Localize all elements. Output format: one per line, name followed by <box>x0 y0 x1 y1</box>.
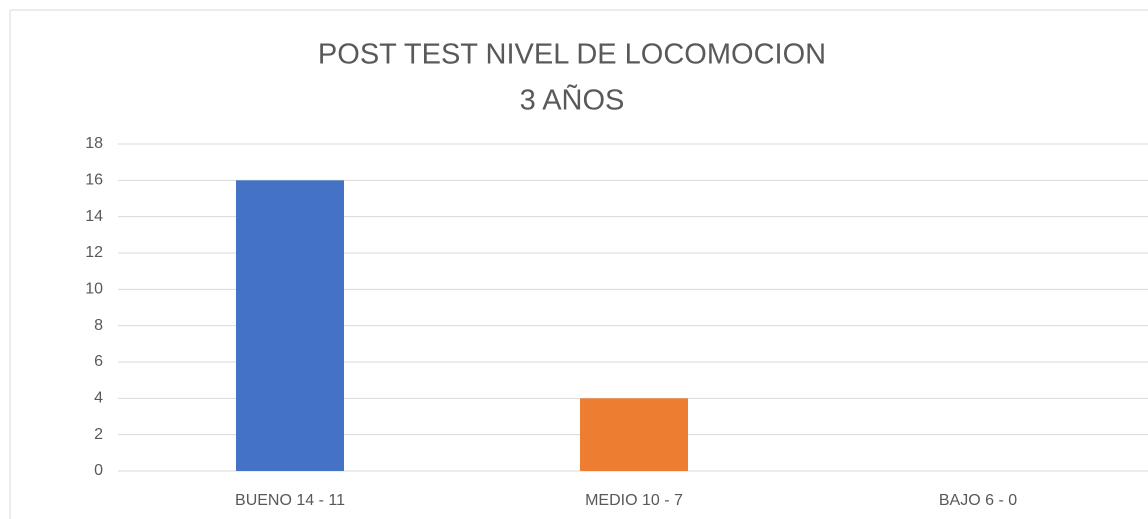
y-tick-label: 2 <box>94 426 103 443</box>
y-tick-label: 18 <box>85 135 103 152</box>
y-tick-label: 0 <box>94 462 103 479</box>
chart-subtitle: 3 AÑOS <box>520 83 625 117</box>
x-tick-label: MEDIO 10 - 7 <box>585 492 683 509</box>
chart-title: POST TEST NIVEL DE LOCOMOCION <box>318 39 826 71</box>
y-tick-label: 12 <box>85 244 103 261</box>
bar <box>580 398 688 471</box>
y-tick-label: 8 <box>94 317 103 334</box>
y-tick-label: 14 <box>85 208 103 225</box>
x-tick-label: BUENO 14 - 11 <box>235 492 345 509</box>
x-tick-label: BAJO 6 - 0 <box>939 492 1017 509</box>
y-tick-label: 6 <box>94 353 103 370</box>
bar <box>236 180 344 472</box>
y-tick-label: 16 <box>85 172 103 189</box>
y-tick-label: 4 <box>94 390 103 407</box>
y-tick-label: 10 <box>85 281 103 298</box>
